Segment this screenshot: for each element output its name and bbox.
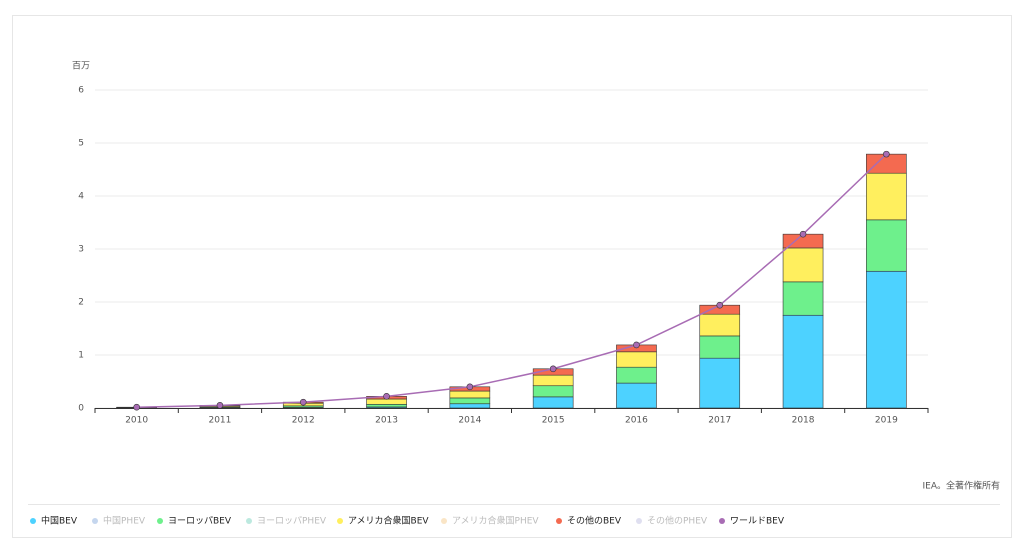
bar-segment — [366, 403, 407, 408]
legend-marker — [157, 518, 163, 524]
bar-segment — [616, 382, 657, 409]
legend-marker — [556, 518, 562, 524]
x-tick-label: 2010 — [125, 416, 148, 426]
source-note: IEA。全著作権所有 — [923, 480, 1001, 492]
bar-segment — [449, 397, 491, 405]
y-tick-label: 2 — [78, 298, 84, 308]
y-unit-label: 百万 — [72, 61, 90, 72]
bar-segment — [532, 374, 574, 387]
bar-segment — [782, 281, 824, 316]
bar-segment — [782, 247, 824, 283]
bar-segment — [866, 172, 907, 221]
line-point — [883, 150, 890, 158]
x-tick-label: 2018 — [792, 416, 815, 426]
legend-marker — [441, 518, 447, 524]
bar-segment — [616, 366, 657, 384]
bar-segment — [532, 385, 574, 398]
y-tick-label: 4 — [78, 192, 84, 202]
bar-segment — [699, 313, 741, 337]
legend-label: その他のBEV — [567, 515, 622, 527]
y-tick-label: 5 — [78, 139, 84, 149]
x-tick-label: 2014 — [458, 416, 481, 426]
x-tick-label: 2019 — [875, 416, 898, 426]
legend-label: 中国BEV — [41, 515, 78, 527]
legend-marker — [636, 518, 642, 524]
line-point — [299, 398, 307, 406]
legend-marker — [92, 518, 98, 524]
line-point — [383, 393, 390, 400]
x-tick-label: 2016 — [625, 416, 648, 426]
bar-segment — [366, 398, 407, 405]
bar-segment — [782, 314, 824, 409]
legend-label: ヨーロッパBEV — [168, 516, 232, 527]
bar-segment — [449, 403, 491, 409]
x-tick-label: 2013 — [375, 416, 398, 426]
card — [12, 15, 1012, 538]
y-tick-label: 0 — [78, 404, 84, 414]
x-tick-label: 2017 — [708, 416, 731, 426]
x-tick-label: 2012 — [292, 416, 315, 426]
x-tick-label: 2015 — [542, 416, 565, 426]
line-point — [633, 341, 640, 349]
legend-label: ヨーロッパPHEV — [257, 516, 327, 527]
bar-segment — [616, 351, 657, 368]
y-tick-label: 6 — [78, 86, 84, 96]
line-point — [549, 365, 557, 373]
line-point — [799, 230, 807, 238]
bar-segment — [866, 219, 907, 272]
bar-segment — [449, 390, 491, 399]
line-point — [716, 301, 724, 309]
legend-label: 中国PHEV — [103, 515, 146, 527]
line — [136, 153, 887, 408]
bar-segment — [699, 335, 741, 359]
legend-marker — [337, 518, 343, 524]
legend-marker — [30, 518, 36, 524]
line-point — [466, 383, 474, 391]
line-point — [216, 402, 224, 409]
bar-segment — [866, 270, 907, 409]
legend-label: ワールドBEV — [730, 517, 785, 527]
bar-segment — [532, 396, 574, 409]
legend-label: その他のPHEV — [647, 515, 708, 527]
legend-marker — [246, 518, 252, 524]
y-tick-label: 3 — [78, 245, 84, 255]
legend-label: アメリカ合衆国BEV — [348, 515, 429, 527]
legend-label: アメリカ合衆国PHEV — [452, 515, 539, 527]
bar-segment — [699, 357, 741, 409]
legend-marker — [719, 518, 725, 524]
x-tick-label: 2011 — [208, 416, 231, 426]
line-point — [133, 403, 140, 411]
y-tick-label: 1 — [78, 351, 84, 361]
